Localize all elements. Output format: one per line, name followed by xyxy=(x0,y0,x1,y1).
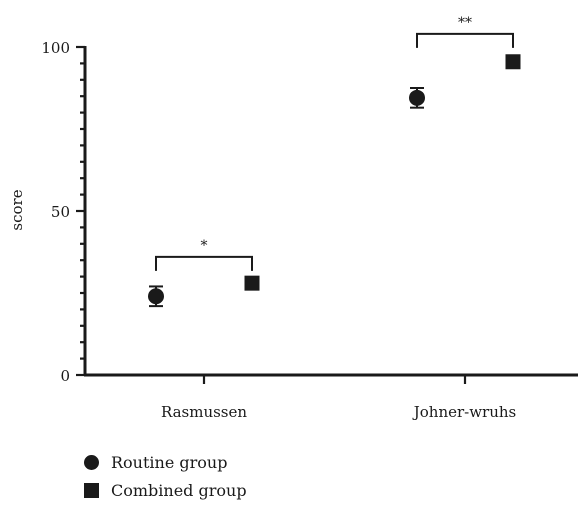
x-tick-label: Rasmussen xyxy=(161,403,247,421)
y-tick-label: 50 xyxy=(51,203,70,221)
point-routine xyxy=(409,89,425,106)
data-marks: *** xyxy=(148,15,521,308)
legend: Routine group Combined group xyxy=(82,448,247,504)
x-tick-label: Johner-wruhs xyxy=(412,403,517,421)
point-combined xyxy=(505,54,521,70)
y-tick-label: 100 xyxy=(41,39,70,57)
square-marker-icon xyxy=(84,482,99,498)
significance-label: ** xyxy=(458,15,472,31)
point-routine xyxy=(148,288,164,305)
significance-bracket: ** xyxy=(416,15,514,48)
circle-marker-icon xyxy=(84,454,99,470)
legend-item-combined: Combined group xyxy=(82,476,247,504)
significance-label: * xyxy=(201,238,208,254)
legend-item-routine: Routine group xyxy=(82,448,247,476)
axes: 0 50 100 Rasmussen Johner-wruhs xyxy=(41,39,578,421)
significance-bracket: * xyxy=(155,238,253,271)
y-axis-label: score xyxy=(8,189,26,230)
legend-label-combined: Combined group xyxy=(111,480,247,500)
bracket-line xyxy=(416,32,514,48)
legend-label-routine: Routine group xyxy=(111,452,228,472)
point-combined xyxy=(244,275,260,291)
bracket-line xyxy=(155,255,253,271)
y-tick-label: 0 xyxy=(60,367,70,385)
